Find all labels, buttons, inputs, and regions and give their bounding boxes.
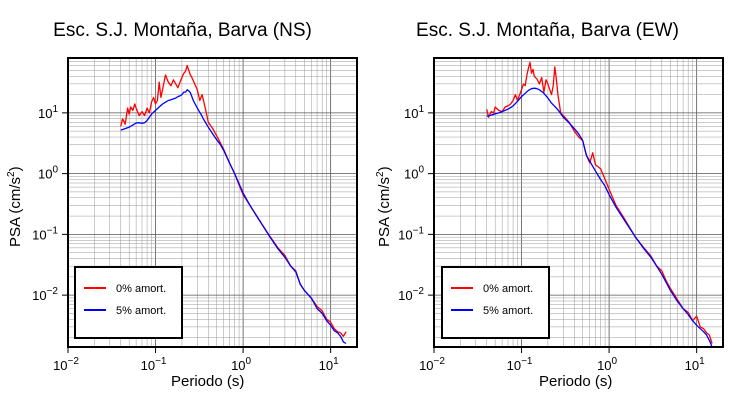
y-axis-label: PSA (cm/s2) bbox=[375, 166, 393, 247]
y-axis-label-sup: 2 bbox=[6, 171, 17, 177]
chart-panel-ew: Esc. S.J. Montaña, Barva (EW) 10−2 10−1 10… bbox=[365, 0, 730, 400]
y-tick-label: 10−1 bbox=[32, 225, 58, 242]
y-tick-label: 10−2 bbox=[32, 286, 58, 303]
legend-label: 5% amort. bbox=[483, 305, 533, 317]
x-tick-label: 10−1 bbox=[141, 356, 167, 373]
x-tick-label: 10−2 bbox=[53, 356, 79, 373]
legend: 0% amort. 5% amort. bbox=[74, 266, 183, 339]
series-line-5pct bbox=[120, 89, 347, 345]
legend-box bbox=[74, 266, 183, 339]
chart-svg: 10−2 10−1 100 101 10−2 10−1 100 101 0% amort. 5% … bbox=[398, 57, 724, 373]
x-tick-label: 100 bbox=[231, 356, 251, 373]
y-axis-label-main: PSA (cm/s bbox=[7, 176, 24, 247]
legend: 0% amort. 5% amort. bbox=[441, 266, 550, 339]
y-tick-label: 101 bbox=[38, 104, 58, 121]
x-tick-label: 101 bbox=[319, 356, 339, 373]
y-tick-label: 100 bbox=[38, 165, 58, 182]
plot-frame bbox=[67, 57, 358, 348]
x-tick-label: 10−2 bbox=[419, 356, 445, 373]
x-axis-label: Periodo (s) bbox=[171, 373, 245, 390]
x-tick-label: 10−1 bbox=[507, 356, 533, 373]
y-tick-label: 101 bbox=[404, 104, 424, 121]
y-axis-label-sup: 2 bbox=[375, 171, 386, 177]
y-tick-label: 100 bbox=[404, 165, 424, 182]
legend-box bbox=[441, 266, 550, 339]
x-axis-label: Periodo (s) bbox=[539, 373, 613, 390]
series-line-0pct bbox=[486, 61, 713, 344]
y-axis-label-end: ) bbox=[7, 166, 24, 172]
y-axis-label-main: PSA (cm/s bbox=[376, 176, 393, 247]
y-axis-label-end: ) bbox=[376, 166, 393, 172]
legend-label: 0% amort. bbox=[116, 283, 166, 295]
legend-label: 0% amort. bbox=[483, 283, 533, 295]
plot-frame bbox=[433, 57, 724, 348]
x-tick-label: 101 bbox=[685, 356, 705, 373]
chart-title: Esc. S.J. Montaña, Barva (EW) bbox=[416, 20, 679, 41]
legend-label: 5% amort. bbox=[116, 305, 166, 317]
chart-title: Esc. S.J. Montaña, Barva (NS) bbox=[53, 20, 312, 41]
y-axis-label: PSA (cm/s2) bbox=[6, 166, 24, 247]
chart-panel-ns: Esc. S.J. Montaña, Barva (NS) 10−2 10−1 10… bbox=[6, 20, 358, 390]
chart-svg: 10−2 10−1 100 101 10−2 10−1 100 101 0% amort. 5% … bbox=[32, 57, 358, 373]
y-tick-label: 10−2 bbox=[398, 286, 424, 303]
y-tick-label: 10−1 bbox=[398, 225, 424, 242]
grid bbox=[433, 57, 724, 347]
series-line-5pct bbox=[486, 87, 713, 348]
x-tick-label: 100 bbox=[597, 356, 617, 373]
